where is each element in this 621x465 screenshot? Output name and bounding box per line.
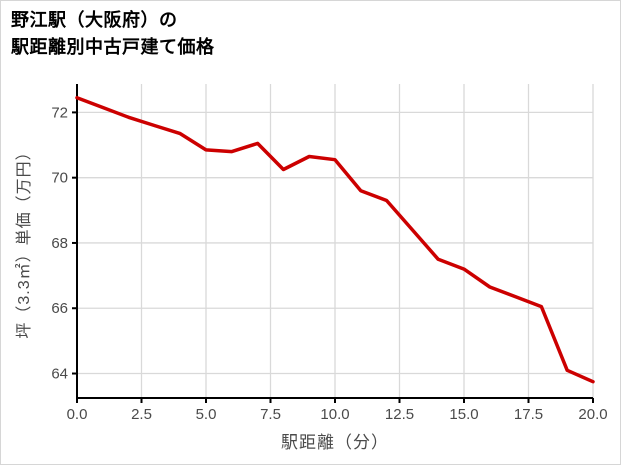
chart-title: 野江駅（大阪府）の 駅距離別中古戸建て価格 xyxy=(11,7,215,61)
x-tick-label: 20.0 xyxy=(578,406,607,423)
x-tick-label: 10.0 xyxy=(320,406,349,423)
x-tick-label: 0.0 xyxy=(67,406,88,423)
y-tick-label: 64 xyxy=(51,366,68,383)
x-tick-label: 2.5 xyxy=(131,406,152,423)
chart-title-line1: 野江駅（大阪府）の xyxy=(11,10,178,30)
y-tick-label: 68 xyxy=(51,235,68,252)
y-tick-label: 66 xyxy=(51,300,68,317)
x-tick-label: 7.5 xyxy=(260,406,281,423)
x-tick-label: 15.0 xyxy=(449,406,478,423)
price-line-series xyxy=(75,95,595,384)
x-axis-label: 駅距離（分） xyxy=(281,433,389,452)
x-tick-label: 5.0 xyxy=(196,406,217,423)
x-tick-label: 17.5 xyxy=(514,406,543,423)
y-tick-label: 72 xyxy=(51,104,68,121)
y-tick-label: 70 xyxy=(51,170,68,187)
x-tick-label: 12.5 xyxy=(385,406,414,423)
chart-title-line2: 駅距離別中古戸建て価格 xyxy=(11,37,215,57)
